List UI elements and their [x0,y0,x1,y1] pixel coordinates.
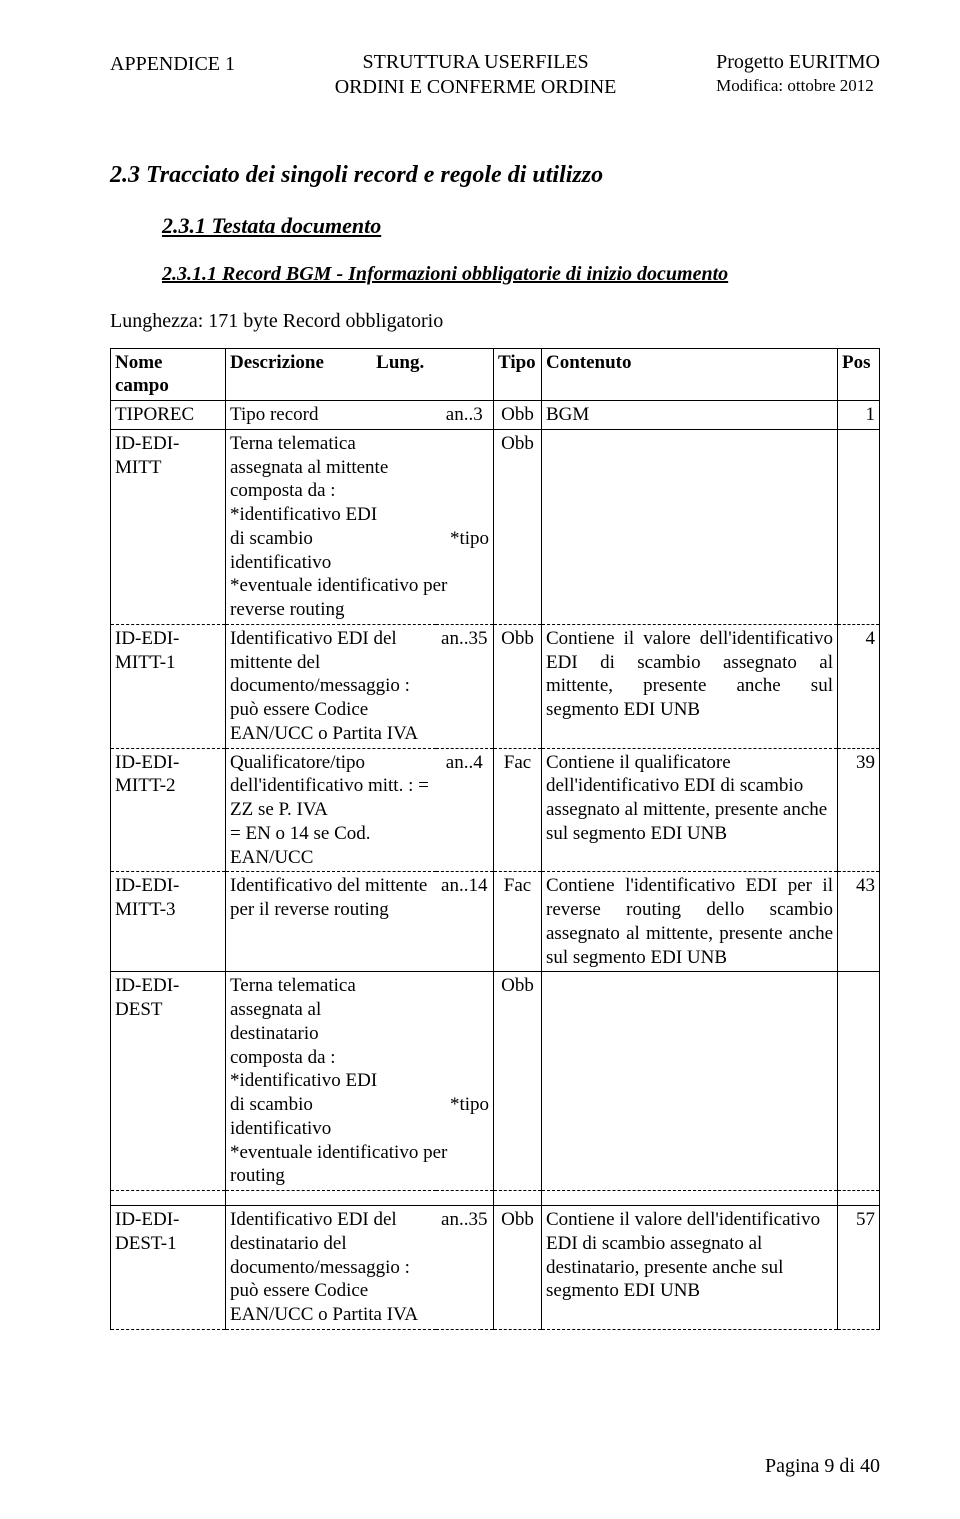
cell-desc-text: Terna telematica assegnata al mittente c… [230,432,395,551]
th-desc: Descrizione Lung. [226,348,494,401]
cell-lung: an..3 [436,401,494,430]
page-footer: Pagina 9 di 40 [765,1454,880,1479]
page: APPENDICE 1 STRUTTURA USERFILES ORDINI E… [0,0,960,1519]
cell-nome: ID-EDI-MITT-2 [111,748,226,872]
cell-desc-tipo: *tipo [450,527,489,551]
cell-tipo: Obb [494,401,542,430]
cell-cont: Contiene il qualificatore dell'identific… [542,748,838,872]
cell-nome: ID-EDI-MITT-3 [111,872,226,972]
table-row: ID-EDI-MITT-3 Identificativo del mittent… [111,872,880,972]
cell-pos: 4 [838,624,880,748]
table-row: ID-EDI-DEST-1 Identificativo EDI del des… [111,1206,880,1330]
cell-desc-tipo: *tipo [450,1093,489,1117]
cell-cont: Contiene il valore dell'identificativo E… [542,1206,838,1330]
cell-cont: Contiene l'identificativo EDI per il rev… [542,872,838,972]
cell-desc-text: Qualificatore/tipo dell'identificativo m… [230,751,432,822]
cell-tipo: Fac [494,748,542,872]
header-right-line2: Modifica: ottobre 2012 [716,75,880,96]
cell-cont [542,429,838,624]
cell-nome: ID-EDI-DEST-1 [111,1206,226,1330]
cell-lung: an..35 [436,624,494,748]
cell-pos: 1 [838,401,880,430]
lunghezza-text: Lunghezza: 171 byte Record obbligatorio [110,309,880,334]
cell-desc-text3: *eventuale identificativo per routing [230,1141,489,1189]
cell-pos: 43 [838,872,880,972]
cell-desc: Qualificatore/tipo dell'identificativo m… [226,748,436,872]
cell-nome: ID-EDI-MITT-1 [111,624,226,748]
cell-tipo: Obb [494,972,542,1191]
table-row: TIPOREC Tipo record an..3 Obb BGM 1 [111,401,880,430]
spacer-cell [436,1191,494,1206]
cell-nome: TIPOREC [111,401,226,430]
header-center: STRUTTURA USERFILES ORDINI E CONFERME OR… [235,50,716,100]
cell-lung: an..4 [436,748,494,872]
cell-nome: ID-EDI-MITT [111,429,226,624]
cell-cont [542,972,838,1191]
th-desc-text: Descrizione [230,352,324,373]
th-pos: Pos [838,348,880,401]
subsection-title: 2.3.1 Testata documento [110,212,880,240]
table-row: ID-EDI-MITT-1 Identificativo EDI del mit… [111,624,880,748]
cell-desc: Identificativo EDI del destinatario del … [226,1206,436,1330]
th-nome: Nome campo [111,348,226,401]
header-right-line1: Progetto EURITMO [716,50,880,75]
section-title: 2.3 Tracciato dei singoli record e regol… [110,160,880,190]
cell-desc-text: Terna telematica assegnata al destinatar… [230,974,395,1117]
cell-lung: an..35 [436,1206,494,1330]
cell-tipo: Obb [494,624,542,748]
spacer-cell [226,1191,436,1206]
cell-lung: an..14 [436,872,494,972]
cell-tipo: Fac [494,872,542,972]
header-left: APPENDICE 1 [110,50,235,77]
spacer-cell [542,1191,838,1206]
cell-nome: ID-EDI-DEST [111,972,226,1191]
cell-pos [838,429,880,624]
cell-cont: BGM [542,401,838,430]
header-right: Progetto EURITMO Modifica: ottobre 2012 [716,50,880,96]
header-center-line2: ORDINI E CONFERME ORDINE [235,75,716,100]
cell-desc-text3: *eventuale identificativo per reverse ro… [230,574,489,622]
cell-pos: 57 [838,1206,880,1330]
table-row: ID-EDI-DEST Terna telematica assegnata a… [111,972,880,1191]
subsubsection-title: 2.3.1.1 Record BGM - Informazioni obblig… [110,262,880,287]
page-header: APPENDICE 1 STRUTTURA USERFILES ORDINI E… [110,50,880,100]
spacer-cell [494,1191,542,1206]
cell-cont: Contiene il valore dell'identificativo E… [542,624,838,748]
table-header-row: Nome campo Descrizione Lung. Tipo Conten… [111,348,880,401]
cell-desc-text2: = EN o 14 se Cod. EAN/UCC [230,822,432,870]
header-center-line1: STRUTTURA USERFILES [235,50,716,75]
spacer-cell [111,1191,226,1206]
table-row [111,1191,880,1206]
cell-tipo: Obb [494,1206,542,1330]
cell-tipo: Obb [494,429,542,624]
cell-desc: Identificativo del mittente per il rever… [226,872,436,972]
cell-desc: Identificativo EDI del mittente del docu… [226,624,436,748]
cell-desc-text2: identificativo [230,1117,489,1141]
cell-desc: Terna telematica assegnata al mittente c… [226,429,494,624]
table-row: ID-EDI-MITT-2 Qualificatore/tipo dell'id… [111,748,880,872]
th-lung-text: Lung. [376,352,424,373]
spec-table: Nome campo Descrizione Lung. Tipo Conten… [110,348,880,1330]
cell-desc-text2: identificativo [230,551,489,575]
spacer-cell [838,1191,880,1206]
th-cont: Contenuto [542,348,838,401]
th-tipo: Tipo [494,348,542,401]
table-row: ID-EDI-MITT Terna telematica assegnata a… [111,429,880,624]
cell-desc: Tipo record [226,401,436,430]
cell-pos [838,972,880,1191]
cell-pos: 39 [838,748,880,872]
cell-desc: Terna telematica assegnata al destinatar… [226,972,494,1191]
